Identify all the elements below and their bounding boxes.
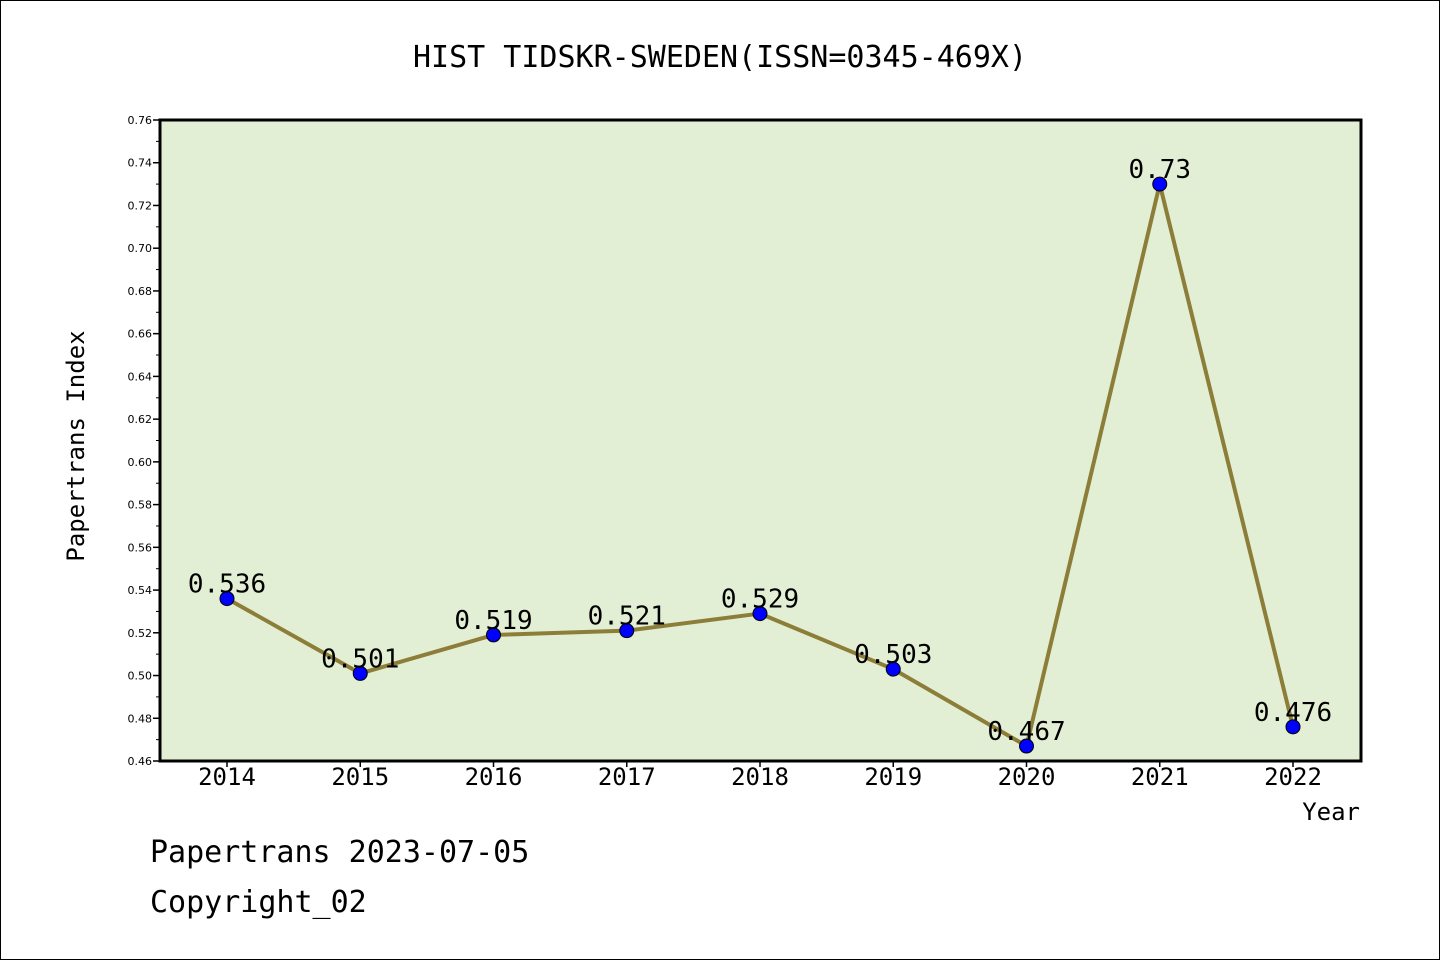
y-tick-label: 0.68 [128, 285, 153, 298]
data-point [752, 606, 768, 622]
x-tick-label: 2020 [998, 763, 1056, 791]
data-label: 0.529 [721, 585, 799, 615]
data-point [352, 665, 368, 681]
y-tick-label: 0.46 [128, 755, 153, 768]
y-tick-label: 0.54 [128, 584, 153, 597]
data-label: 0.521 [588, 602, 666, 632]
data-point [1019, 738, 1034, 754]
data-label: 0.467 [987, 717, 1065, 747]
y-tick-label: 0.56 [128, 541, 153, 554]
x-tick-label: 2016 [465, 763, 523, 791]
x-tick-label: 2018 [731, 763, 789, 791]
footer-date: Papertrans 2023-07-05 [150, 835, 530, 870]
data-label-group: 0.536 0.501 0.519 0.521 0.529 0.503 0.467 0.73 0… [188, 155, 1332, 747]
y-tick-label: 0.48 [128, 712, 153, 725]
x-tick-label: 2015 [331, 763, 389, 791]
y-tick-label: 0.62 [128, 413, 153, 426]
y-tick-label: 0.70 [128, 242, 153, 255]
data-label: 0.476 [1254, 698, 1332, 728]
data-point [1285, 719, 1301, 735]
data-label: 0.73 [1128, 155, 1191, 185]
y-tick-label: 0.72 [128, 199, 153, 212]
data-label: 0.536 [188, 570, 266, 600]
y-axis: 0.46 0.48 0.50 0.52 0.54 0.56 0.58 0.60 0.62 0.64… [128, 114, 160, 768]
x-tick-label: 2022 [1264, 763, 1322, 791]
data-point [219, 591, 235, 607]
y-tick-label: 0.60 [128, 456, 153, 469]
marker-group [219, 176, 1301, 754]
y-tick-label: 0.58 [128, 499, 153, 512]
y-tick-label: 0.52 [128, 627, 153, 640]
y-tick-label: 0.50 [128, 670, 153, 683]
data-label: 0.519 [454, 606, 532, 636]
y-tick-label: 0.64 [128, 370, 153, 383]
data-label: 0.503 [854, 640, 932, 670]
chart-title: HIST TIDSKR-SWEDEN(ISSN=0345-469X) [413, 40, 1027, 75]
y-tick-label: 0.74 [128, 157, 153, 170]
x-tick-label: 2019 [864, 763, 922, 791]
data-label: 0.501 [321, 644, 399, 674]
data-point [486, 627, 501, 643]
y-tick-label: 0.66 [128, 328, 153, 341]
y-tick-label: 0.76 [128, 114, 153, 127]
x-axis: 2014 2015 2016 2017 2018 2019 2020 2021 2022 [198, 761, 1322, 791]
data-point [885, 661, 901, 677]
x-tick-label: 2014 [198, 763, 256, 791]
x-tick-label: 2017 [598, 763, 656, 791]
plot-area [158, 118, 1363, 763]
data-point [619, 623, 635, 639]
data-point [1152, 176, 1168, 192]
x-tick-label: 2021 [1131, 763, 1189, 791]
y-axis-label: Papertrans Index [62, 330, 90, 561]
x-axis-label: Year [1302, 798, 1360, 826]
footer-copyright: Copyright_02 [150, 885, 367, 920]
